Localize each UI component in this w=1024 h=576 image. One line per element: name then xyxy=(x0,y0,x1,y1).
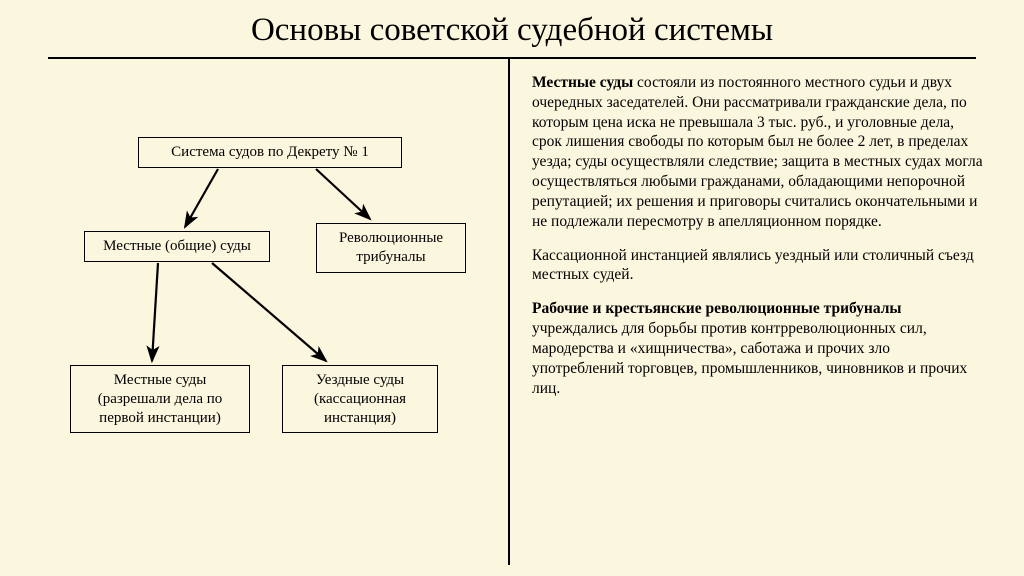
content-row: Система судов по Декрету № 1 Местные (общ… xyxy=(0,59,1024,565)
diagram-panel: Система судов по Декрету № 1 Местные (общ… xyxy=(40,59,510,565)
page-title: Основы советской судебной системы xyxy=(48,12,976,49)
p1-bold: Местные суды xyxy=(532,74,633,91)
edge-local_general-local_first xyxy=(152,263,158,361)
edge-root-tribunals xyxy=(316,169,370,219)
paragraph-1: Местные суды состояли из постоянного мес… xyxy=(532,73,984,232)
edge-root-local_general xyxy=(185,169,218,227)
text-panel: Местные суды состояли из постоянного мес… xyxy=(510,59,996,565)
node-root: Система судов по Декрету № 1 xyxy=(138,137,402,168)
node-uezd: Уездные суды(кассационнаяинстанция) xyxy=(282,365,438,433)
paragraph-3: Рабочие и крестьянские революционные три… xyxy=(532,299,984,398)
arrow-layer xyxy=(40,59,508,565)
title-bar: Основы советской судебной системы xyxy=(48,0,976,59)
node-local_first: Местные суды(разрешали дела попервой инс… xyxy=(70,365,250,433)
paragraph-2: Кассационной инстанцией являлись уездный… xyxy=(532,246,984,286)
node-tribunals: Революционныетрибуналы xyxy=(316,223,466,273)
edge-local_general-uezd xyxy=(212,263,326,361)
p3-bold: Рабочие и крестьянские революционные три… xyxy=(532,300,902,317)
p1-rest: состояли из постоянного местного судьи и… xyxy=(532,74,983,230)
node-local_general: Местные (общие) суды xyxy=(84,231,270,262)
p3-rest: учреждались для борьбы против контрревол… xyxy=(532,320,967,396)
